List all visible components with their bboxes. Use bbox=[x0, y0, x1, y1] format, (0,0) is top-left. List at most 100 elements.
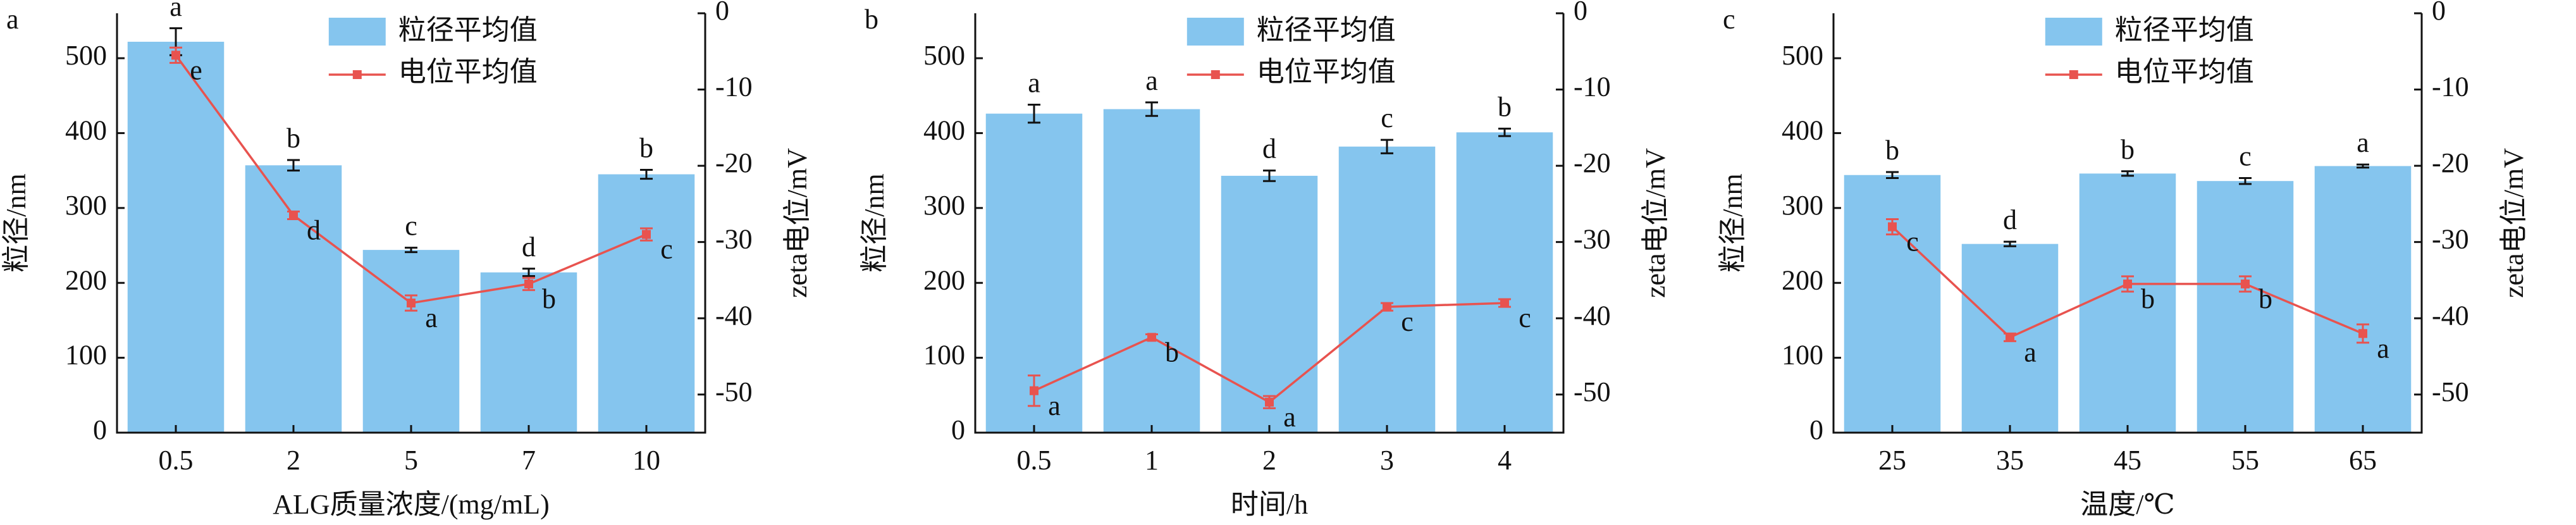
line-letter: a bbox=[425, 302, 438, 333]
line-letter: a bbox=[2377, 333, 2389, 364]
bar-letter: d bbox=[2003, 204, 2017, 235]
line-marker bbox=[524, 279, 533, 288]
legend-label: 粒径平均值 bbox=[1257, 15, 1396, 46]
y-axis-label: 粒径/nm bbox=[859, 173, 890, 272]
y-tick-label: 300 bbox=[1782, 190, 1823, 221]
y2-tick-label: -20 bbox=[2432, 147, 2469, 178]
x-tick-label: 7 bbox=[522, 445, 536, 476]
bar-letter: d bbox=[1262, 133, 1276, 164]
x-tick-label: 25 bbox=[1878, 445, 1906, 476]
x-tick-label: 2 bbox=[1262, 445, 1276, 476]
y2-tick-label: -30 bbox=[1574, 224, 1611, 255]
legend-swatch bbox=[328, 18, 386, 46]
y2-tick-label: -10 bbox=[715, 71, 753, 102]
x-tick-label: 2 bbox=[287, 445, 300, 476]
line-marker bbox=[2006, 333, 2014, 342]
x-tick-label: 5 bbox=[404, 445, 418, 476]
x-tick-label: 4 bbox=[1498, 445, 1512, 476]
y-tick-label: 0 bbox=[951, 414, 965, 445]
x-tick-label: 65 bbox=[2349, 445, 2377, 476]
line-letter: a bbox=[1048, 390, 1061, 421]
y-tick-label: 500 bbox=[65, 40, 107, 71]
x-tick-label: 0.5 bbox=[159, 445, 194, 476]
x-tick-label: 45 bbox=[2114, 445, 2142, 476]
line-letter: a bbox=[1283, 402, 1296, 433]
y2-axis-label: zeta电位/mV bbox=[782, 148, 813, 298]
error-bar bbox=[2357, 163, 2369, 169]
error-bar bbox=[1145, 101, 1158, 117]
y2-axis-label: zeta电位/mV bbox=[2498, 148, 2529, 298]
error-bar bbox=[1498, 127, 1511, 137]
line-marker bbox=[642, 230, 651, 239]
error-bar bbox=[1028, 103, 1040, 124]
bar-letter: a bbox=[2357, 127, 2369, 158]
line-letter: b bbox=[2259, 283, 2272, 314]
bar bbox=[2197, 181, 2294, 433]
bar-letter: b bbox=[639, 133, 653, 164]
bar bbox=[1221, 175, 1318, 433]
error-bar bbox=[1381, 139, 1393, 154]
bar-letter: a bbox=[169, 0, 182, 22]
y2-tick-label: -10 bbox=[2432, 71, 2469, 102]
y-tick-label: 300 bbox=[923, 190, 965, 221]
y-tick-label: 100 bbox=[1782, 340, 1823, 371]
x-tick-label: 0.5 bbox=[1017, 445, 1052, 476]
y2-tick-label: -40 bbox=[2432, 300, 2469, 331]
line-letter: d bbox=[307, 215, 321, 246]
error-bar bbox=[287, 159, 300, 172]
y-axis-label: 粒径/nm bbox=[1717, 173, 1748, 272]
line-marker bbox=[1147, 333, 1156, 342]
legend-label: 电位平均值 bbox=[398, 56, 538, 87]
x-tick-label: 35 bbox=[1996, 445, 2024, 476]
bar bbox=[127, 41, 225, 433]
panel: b a a d c b a b a c c 0 100 200 300 400 500 0 -10 -20 -30 -40… bbox=[859, 0, 1671, 520]
y-tick-label: 500 bbox=[923, 40, 965, 71]
line-letter: b bbox=[1165, 337, 1179, 368]
legend-marker bbox=[352, 70, 362, 79]
x-tick-label: 10 bbox=[632, 445, 660, 476]
legend-marker bbox=[2069, 70, 2078, 79]
y-tick-label: 200 bbox=[1782, 264, 1823, 295]
bar-letter: a bbox=[1028, 68, 1040, 99]
y-tick-label: 0 bbox=[1809, 414, 1823, 445]
error-bar bbox=[1263, 170, 1276, 182]
y-tick-label: 400 bbox=[1782, 115, 1823, 146]
panel-label: b bbox=[865, 4, 878, 35]
line-marker bbox=[2358, 329, 2367, 338]
line-marker bbox=[1265, 397, 1274, 407]
line-marker bbox=[1500, 299, 1509, 308]
bar-letter: b bbox=[1885, 135, 1899, 166]
bar bbox=[1844, 175, 1941, 433]
line-letter: a bbox=[2024, 337, 2037, 368]
panel: a abcdbedabc01002003004005000-10-20-30-40… bbox=[1, 0, 813, 520]
y2-tick-label: 0 bbox=[2432, 0, 2446, 26]
x-tick-label: 1 bbox=[1145, 445, 1159, 476]
line-letter: c bbox=[1519, 302, 1531, 333]
bar bbox=[598, 174, 695, 433]
y2-tick-label: -20 bbox=[1574, 147, 1611, 178]
x-axis-label: 温度/℃ bbox=[2080, 489, 2174, 520]
y2-tick-label: -50 bbox=[715, 376, 753, 407]
line-letter: c bbox=[660, 234, 673, 265]
y2-tick-label: -40 bbox=[715, 300, 753, 331]
legend-swatch bbox=[1186, 18, 1244, 46]
bar bbox=[480, 272, 577, 433]
line-letter: b bbox=[542, 283, 556, 314]
bar-letter: b bbox=[1498, 91, 1512, 122]
y2-tick-label: -10 bbox=[1574, 71, 1611, 102]
y2-tick-label: 0 bbox=[1574, 0, 1587, 26]
line-marker bbox=[1030, 386, 1038, 395]
y2-axis-label: zeta电位/mV bbox=[1640, 148, 1671, 298]
bar-letter: c bbox=[1381, 102, 1393, 133]
x-tick-label: 3 bbox=[1380, 445, 1394, 476]
y2-tick-label: -30 bbox=[715, 224, 753, 255]
line-marker bbox=[407, 299, 416, 308]
legend-label: 电位平均值 bbox=[1257, 56, 1396, 87]
error-bar bbox=[1886, 171, 1899, 179]
panel: c b d b c a c a b b a 0 100 200 300 400 500 0 -10 -20 -30 -40… bbox=[1717, 0, 2529, 520]
y2-tick-label: -50 bbox=[1574, 376, 1611, 407]
y-tick-label: 200 bbox=[65, 264, 107, 295]
x-tick-label: 55 bbox=[2231, 445, 2259, 476]
y-tick-label: 200 bbox=[923, 264, 965, 295]
bar-letter: c bbox=[405, 211, 417, 242]
